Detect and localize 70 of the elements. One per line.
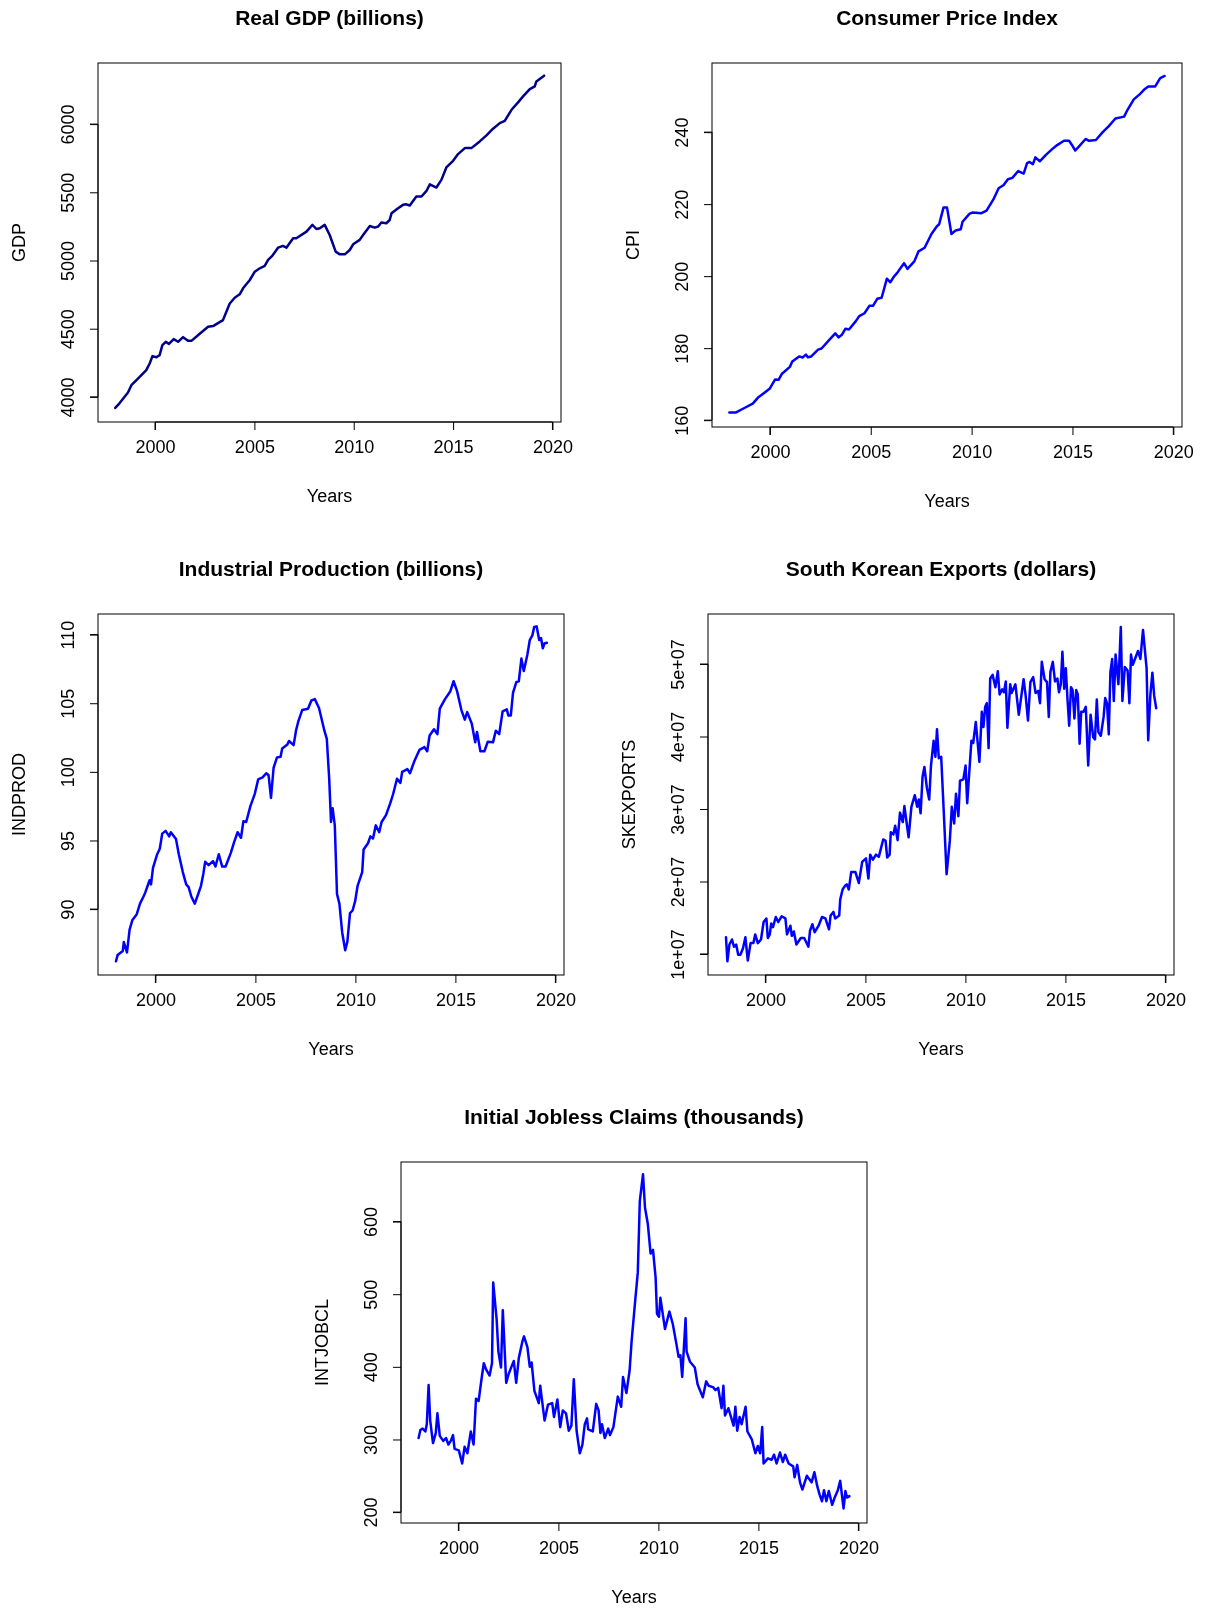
x-tick-label: 2010 <box>335 989 376 1010</box>
y-tick-label: 110 <box>58 620 78 650</box>
y-axis-title: SKEXPORTS <box>619 739 639 850</box>
y-tick-label: 5000 <box>58 240 78 282</box>
y-tick-label: 95 <box>58 830 78 851</box>
y-tick-label: 240 <box>672 117 692 148</box>
x-tick-label: 2000 <box>135 989 176 1010</box>
x-tick-label: 2005 <box>538 1537 579 1558</box>
x-axis-title: Years <box>924 491 970 511</box>
x-tick-label: 2020 <box>1145 989 1186 1010</box>
y-axis-title: INTJOBCL <box>312 1298 332 1387</box>
x-tick-label: 2000 <box>750 441 791 462</box>
line-series <box>728 74 1166 414</box>
y-tick-label: 5e+07 <box>668 639 688 690</box>
y-tick-label: 90 <box>58 899 78 920</box>
chart-title: Initial Jobless Claims (thousands) <box>464 1105 804 1128</box>
x-tick-label: 2020 <box>532 436 573 457</box>
x-tick-label: 2015 <box>738 1537 779 1558</box>
x-axis-title: Years <box>918 1039 964 1059</box>
y-tick-label: 220 <box>672 189 692 220</box>
y-axis-title: CPI <box>623 229 643 261</box>
x-tick-label: 2020 <box>1153 441 1194 462</box>
x-axis-title: Years <box>308 1039 354 1059</box>
y-tick-label: 3e+07 <box>668 784 688 835</box>
x-tick-label: 2005 <box>845 989 886 1010</box>
x-tick-label: 2005 <box>851 441 892 462</box>
y-tick-label: 6000 <box>58 104 78 145</box>
y-tick-label: 300 <box>361 1424 381 1455</box>
line-series <box>114 74 546 410</box>
chart-title: Real GDP (billions) <box>235 6 424 29</box>
x-tick-label: 2010 <box>952 441 993 462</box>
x-tick-label: 2020 <box>838 1537 879 1558</box>
y-tick-label: 4500 <box>58 309 78 350</box>
y-tick-label: 200 <box>361 1497 381 1528</box>
x-tick-label: 2015 <box>435 989 476 1010</box>
y-tick-label: 105 <box>58 688 78 719</box>
y-tick-label: 4e+07 <box>668 711 688 763</box>
x-tick-label: 2005 <box>234 436 275 457</box>
x-tick-label: 2015 <box>1045 989 1086 1010</box>
x-tick-label: 2010 <box>638 1537 679 1558</box>
y-tick-label: 500 <box>361 1279 381 1310</box>
x-tick-label: 2020 <box>535 989 576 1010</box>
x-tick-label: 2000 <box>745 989 786 1010</box>
chart-title: Consumer Price Index <box>836 6 1059 29</box>
chart-title: South Korean Exports (dollars) <box>785 557 1097 580</box>
y-tick-label: 200 <box>672 261 692 292</box>
x-tick-label: 2000 <box>135 436 176 457</box>
x-tick-label: 2010 <box>945 989 986 1010</box>
y-tick-label: 5500 <box>58 172 78 213</box>
y-axis-title: GDP <box>9 222 29 263</box>
x-tick-label: 2000 <box>438 1537 479 1558</box>
x-tick-label: 2015 <box>1052 441 1093 462</box>
x-tick-label: 2015 <box>433 436 474 457</box>
y-tick-label: 600 <box>361 1207 381 1238</box>
y-tick-label: 2e+07 <box>668 856 688 908</box>
x-axis-title: Years <box>611 1587 657 1607</box>
line-series <box>417 1173 851 1510</box>
y-tick-label: 180 <box>672 333 692 364</box>
x-tick-label: 2005 <box>235 989 276 1010</box>
line-series <box>724 625 1158 963</box>
x-tick-label: 2010 <box>334 436 375 457</box>
line-series <box>114 625 549 963</box>
chart-title: Industrial Production (billions) <box>178 557 484 580</box>
y-tick-label: 100 <box>58 757 78 788</box>
x-axis-title: Years <box>306 486 353 506</box>
y-tick-label: 400 <box>361 1352 381 1383</box>
y-tick-label: 4000 <box>58 377 78 418</box>
y-axis-title: INDPROD <box>9 752 29 837</box>
y-tick-label: 160 <box>672 405 692 436</box>
y-tick-label: 1e+07 <box>668 929 688 980</box>
